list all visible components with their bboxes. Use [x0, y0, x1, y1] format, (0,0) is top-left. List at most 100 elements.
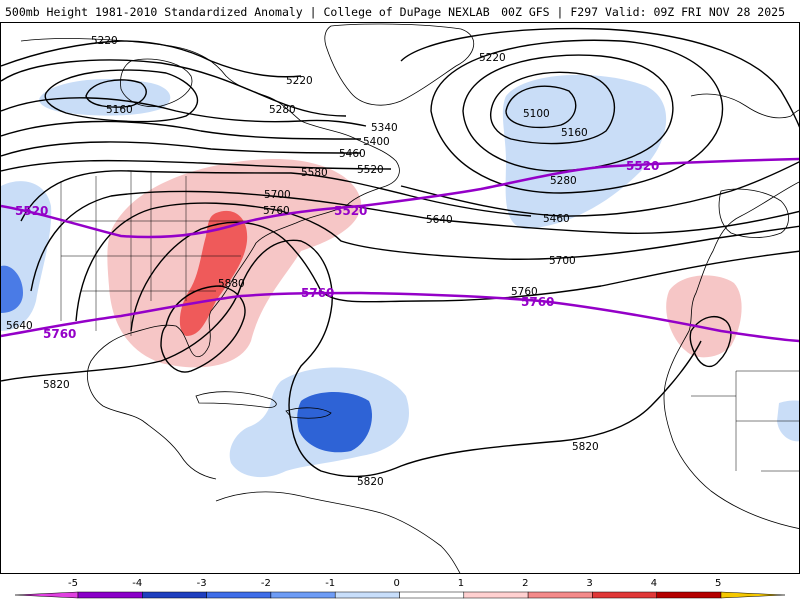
contour-label: 5760	[263, 205, 290, 217]
contour-5460-west	[1, 141, 362, 157]
contour-5460-east	[400, 161, 799, 217]
highlight-contour-5520	[1, 157, 799, 239]
colorbar-block	[77, 591, 143, 599]
highlight-label: 5760	[521, 295, 554, 309]
map-canvas: 5220 5220 5220 5160 5160 5100 5280 5280 …	[1, 23, 799, 573]
highlight-contours	[1, 157, 799, 343]
hispaniola-outline	[285, 407, 332, 419]
contour-5220-atlantic	[462, 54, 674, 172]
contour-label: 5700	[549, 255, 576, 267]
negative-anomaly-atlantic-low	[502, 74, 667, 230]
colorbar-block	[720, 591, 786, 599]
colorbar-tick-label: 5	[715, 578, 721, 589]
colorbar-tick-label: -5	[68, 578, 78, 589]
contour-label: 5280	[269, 104, 296, 116]
contour-label: 5760	[511, 286, 538, 298]
contour-label: 5820	[357, 476, 384, 488]
africa-coastline	[663, 181, 799, 529]
colorbar-tick-label: 4	[651, 578, 657, 589]
contour-5340-5460-atlantic	[400, 27, 799, 128]
contour-5820	[1, 239, 702, 478]
colorbar-tick-label: -2	[261, 578, 271, 589]
contour-5820-africa	[689, 315, 732, 368]
north-america-coastline	[20, 38, 400, 480]
greenland-outline	[324, 23, 475, 106]
contour-5700	[75, 202, 799, 322]
colorbar-block	[656, 591, 722, 599]
colorbar-tick-label: -1	[325, 578, 335, 589]
colorbar-svg: -5 -4 -3 -2 -1 0 1 2 3 4 5	[14, 578, 786, 599]
colorbar-tick-label: 1	[458, 578, 464, 589]
highlight-contour-5760	[1, 291, 799, 343]
coastlines	[20, 23, 799, 573]
contour-label: 5340	[371, 122, 398, 134]
colorbar-block	[527, 591, 593, 599]
anomaly-map: 5220 5220 5220 5160 5160 5100 5280 5280 …	[0, 22, 800, 574]
colorbar-block	[142, 591, 207, 599]
colorbar-ticks: -5 -4 -3 -2 -1 0 1 2 3 4 5	[68, 578, 721, 589]
contour-label: 5160	[561, 127, 588, 139]
strong-positive-anomaly-east-coast	[179, 210, 248, 336]
contour-label: 5640	[6, 320, 33, 332]
contour-5760	[130, 221, 799, 332]
colorbar-tick-label: -3	[197, 578, 207, 589]
highlight-label: 5520	[626, 159, 659, 173]
anomaly-colorbar: -5 -4 -3 -2 -1 0 1 2 3 4 5	[0, 574, 800, 600]
contour-label: 5520	[357, 164, 384, 176]
contour-5340	[1, 97, 367, 127]
colorbar-block	[14, 591, 79, 599]
contour-label: 5220	[479, 52, 506, 64]
positive-anomaly-west-africa	[666, 275, 742, 358]
contour-label: 5460	[543, 213, 570, 225]
contour-label: 5160	[106, 104, 133, 116]
contour-label: 5400	[363, 136, 390, 148]
highlight-labels: 5520 5520 5520 5760 5760 5760	[15, 159, 659, 341]
contour-label: 5280	[550, 175, 577, 187]
contour-5100-atlantic-low	[505, 85, 577, 129]
colorbar-blocks	[14, 591, 786, 599]
strong-negative-anomaly-western-edge	[1, 265, 23, 313]
iberia-outline	[718, 188, 789, 238]
contour-5640	[30, 190, 799, 292]
contour-label: 5880	[218, 278, 245, 290]
contour-5580	[20, 170, 532, 222]
contour-5280-atlantic	[430, 39, 724, 194]
contour-5280-west	[1, 59, 347, 117]
colorbar-block	[463, 591, 529, 599]
highlight-label: 5520	[334, 204, 367, 218]
anomaly-shading	[1, 74, 799, 478]
contour-label: 5820	[572, 441, 599, 453]
contour-5520-inner	[1, 159, 392, 172]
contour-labels: 5220 5220 5220 5160 5160 5100 5280 5280 …	[6, 35, 599, 488]
header: 500mb Height 1981-2010 Standardized Anom…	[0, 0, 800, 22]
contour-5400	[1, 120, 362, 140]
contour-label: 5220	[91, 35, 118, 47]
colorbar-tick-label: 3	[586, 578, 592, 589]
colorbar-block	[334, 591, 400, 599]
height-contours	[1, 27, 799, 478]
contour-5160-west-low	[85, 79, 147, 108]
contour-label: 5700	[264, 189, 291, 201]
contour-label: 5640	[426, 214, 453, 226]
europe-coastline	[690, 93, 799, 119]
contour-label: 5460	[339, 148, 366, 160]
colorbar-tick-label: 0	[394, 578, 400, 589]
colorbar-tick-label: -4	[132, 578, 142, 589]
colorbar-block	[206, 591, 272, 599]
contour-5220-west	[1, 40, 302, 78]
negative-anomaly-canada-low	[39, 79, 171, 116]
contour-5160-atlantic	[489, 71, 616, 145]
strong-negative-anomaly-caribbean	[297, 392, 372, 453]
south-america-coastline	[215, 491, 461, 573]
highlight-label: 5760	[43, 327, 76, 341]
model-run-info: 00Z GFS | F297 Valid: 09Z FRI NOV 28 202…	[501, 5, 785, 19]
contour-label: 5100	[523, 108, 550, 120]
colorbar-block	[399, 591, 465, 599]
colorbar-block	[270, 591, 336, 599]
colorbar-tick-label: 2	[522, 578, 528, 589]
africa-borders	[691, 370, 799, 472]
contour-label: 5820	[43, 379, 70, 391]
contour-label: 5220	[286, 75, 313, 87]
contour-5220-west-inner	[44, 69, 199, 123]
colorbar-block	[592, 591, 657, 599]
